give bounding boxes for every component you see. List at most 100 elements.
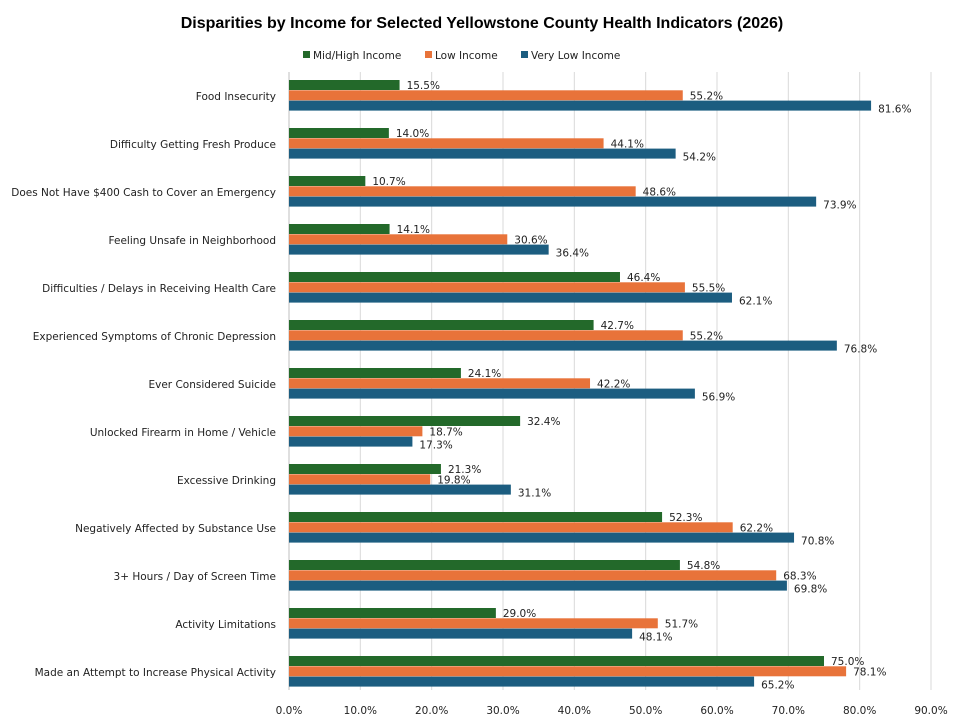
x-tick-label: 70.0% [772, 705, 805, 717]
bar [289, 234, 508, 245]
legend-label: Low Income [435, 50, 498, 62]
category-label: Feeling Unsafe in Neighborhood [109, 235, 276, 247]
data-label: 62.1% [739, 296, 772, 308]
bar [289, 618, 658, 629]
bar [289, 570, 777, 581]
bar [289, 176, 366, 186]
bar [289, 320, 594, 330]
bar [289, 330, 683, 341]
bar [289, 522, 733, 533]
data-label: 73.9% [823, 200, 856, 212]
bar [289, 148, 676, 159]
data-label: 24.1% [468, 368, 501, 380]
data-label: 69.8% [794, 584, 827, 596]
bar [289, 224, 390, 234]
bar [289, 90, 683, 101]
data-label: 32.4% [527, 416, 560, 428]
category-labels: Food Insecurity Difficulty Getting Fresh … [11, 91, 276, 679]
data-label: 52.3% [669, 512, 702, 524]
bar [289, 628, 633, 639]
bar [289, 484, 511, 495]
category-label: Activity Limitations [175, 619, 276, 631]
legend-swatch [521, 51, 528, 58]
bar [289, 436, 413, 447]
legend-swatch [303, 51, 310, 58]
data-label: 17.3% [419, 440, 452, 452]
bar [289, 676, 755, 687]
x-tick-label: 90.0% [914, 705, 947, 717]
legend: Mid/High Income Low Income Very Low Income [303, 50, 620, 62]
x-tick-label: 80.0% [843, 705, 876, 717]
data-label: 21.3% [448, 464, 481, 476]
data-label: 76.8% [844, 344, 877, 356]
data-label: 10.7% [372, 176, 405, 188]
category-label: Made an Attempt to Increase Physical Act… [35, 667, 276, 679]
data-label: 18.7% [429, 426, 462, 438]
x-tick-labels: 0.0% 10.0% 20.0% 30.0% 40.0% 50.0% 60.0% 70.0% 8… [276, 705, 948, 717]
bar [289, 138, 604, 149]
bar [289, 560, 680, 570]
data-label: 56.9% [702, 392, 735, 404]
category-label: Food Insecurity [196, 91, 276, 103]
data-label: 15.5% [407, 80, 440, 92]
bar [289, 128, 389, 138]
data-label: 62.2% [740, 522, 773, 534]
data-label: 78.1% [853, 666, 886, 678]
category-label: Difficulties / Delays in Receiving Healt… [42, 283, 276, 295]
x-tick-label: 30.0% [486, 705, 519, 717]
bar [289, 416, 521, 426]
data-label: 36.4% [556, 248, 589, 260]
data-label: 75.0% [831, 656, 864, 668]
data-label: 70.8% [801, 536, 834, 548]
bar [289, 532, 795, 543]
data-label: 55.2% [690, 90, 723, 102]
bar [289, 80, 400, 90]
category-label: Ever Considered Suicide [149, 379, 277, 391]
x-tick-label: 10.0% [344, 705, 377, 717]
bar [289, 378, 591, 389]
data-label: 44.1% [611, 138, 644, 150]
data-label: 42.2% [597, 378, 630, 390]
bar [289, 608, 496, 618]
data-label: 30.6% [514, 234, 547, 246]
data-label: 31.1% [518, 488, 551, 500]
bar [289, 282, 685, 293]
bar [289, 244, 549, 255]
data-label: 46.4% [627, 272, 660, 284]
x-tick-label: 0.0% [276, 705, 303, 717]
data-label: 68.3% [783, 570, 816, 582]
chart-title: Disparities by Income for Selected Yello… [181, 15, 784, 32]
data-label: 14.1% [397, 224, 430, 236]
data-label: 55.5% [692, 282, 725, 294]
data-label: 29.0% [503, 608, 536, 620]
data-label: 42.7% [601, 320, 634, 332]
bar [289, 580, 787, 591]
x-tick-label: 50.0% [629, 705, 662, 717]
category-label: Unlocked Firearm in Home / Vehicle [90, 427, 276, 439]
legend-label: Mid/High Income [313, 50, 401, 62]
bar [289, 426, 423, 437]
bar [289, 196, 817, 207]
category-label: Does Not Have $400 Cash to Cover an Emer… [11, 187, 276, 199]
data-label: 48.1% [639, 632, 672, 644]
bar [289, 292, 732, 303]
bars: 15.5% 55.2% 81.6% 14.0% 44.1% 54.2% 10.7% 48.6%… [289, 80, 911, 692]
legend-label: Very Low Income [531, 50, 620, 62]
bar [289, 272, 620, 282]
x-tick-label: 20.0% [415, 705, 448, 717]
x-tick-label: 40.0% [558, 705, 591, 717]
x-tick-label: 60.0% [700, 705, 733, 717]
bar [289, 186, 636, 197]
bar [289, 368, 461, 378]
category-label: Experienced Symptoms of Chronic Depressi… [33, 331, 276, 343]
bar [289, 656, 824, 666]
data-label: 54.2% [683, 152, 716, 164]
category-label: 3+ Hours / Day of Screen Time [114, 571, 276, 583]
bar [289, 474, 431, 485]
category-label: Negatively Affected by Substance Use [75, 523, 276, 535]
data-label: 65.2% [761, 680, 794, 692]
data-label: 55.2% [690, 330, 723, 342]
bar [289, 340, 837, 351]
data-label: 81.6% [878, 104, 911, 116]
